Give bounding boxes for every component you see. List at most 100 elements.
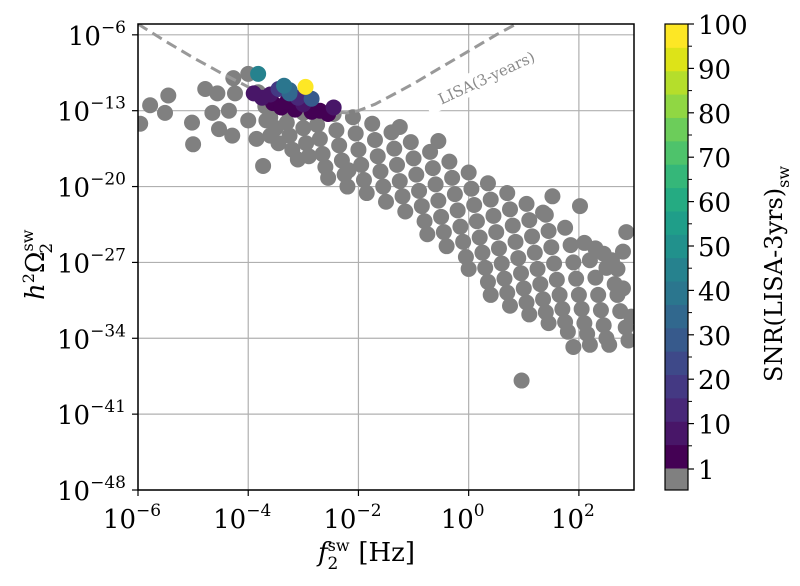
scatter-point-gray	[311, 130, 328, 147]
scatter-point-gray	[320, 169, 337, 186]
y-tick-base: 10	[57, 477, 90, 507]
colorbar-ticks: 1 10 20 30 40 50 60 70 80 90 100	[688, 11, 748, 486]
scatter-point-gray	[479, 175, 496, 192]
scatter-point-gray	[490, 240, 507, 257]
x-axis-ticks: 10−6 10−4 10−2 100 102	[103, 490, 595, 535]
scatter-point-gray	[618, 224, 634, 241]
scatter-point-gray	[460, 260, 477, 277]
scatter-point-gray	[474, 244, 491, 261]
scatter-point-gray	[184, 114, 201, 131]
colorbar-tick-label: 70	[698, 144, 731, 174]
y-tick-exp: −27	[90, 245, 126, 265]
scatter-point-gray	[411, 182, 428, 199]
scatter-point-gray	[386, 140, 403, 157]
scatter-point-gray	[535, 291, 552, 308]
colorbar-band	[665, 421, 688, 446]
colorbar-band	[665, 164, 688, 189]
scatter-point-gray	[592, 302, 609, 319]
scatter-point-gray	[482, 286, 499, 303]
scatter-point-snr	[276, 77, 293, 94]
scatter-point-gray	[211, 121, 228, 138]
colorbar-frame	[664, 23, 689, 491]
colorbar-tick-label: 20	[698, 366, 731, 396]
y-tick-label: 10−27	[57, 245, 126, 279]
scatter-point-gray	[568, 270, 585, 287]
x-tick-base: 10	[103, 505, 136, 535]
x-tick-base: 10	[551, 505, 584, 535]
scatter-point-gray	[499, 185, 516, 202]
scatter-point-gray	[372, 163, 389, 180]
scatter-point-gray	[614, 243, 631, 260]
scatter-point-gray	[430, 192, 447, 209]
scatter-point-gray	[471, 229, 488, 246]
scatter-point-gray	[535, 204, 552, 221]
scatter-point-gray	[554, 301, 571, 318]
scatter-point-gray	[281, 127, 298, 144]
colorbar	[665, 24, 688, 490]
colorbar-band	[665, 374, 688, 399]
scatter-point-gray	[595, 317, 612, 334]
scatter-point-gray	[623, 308, 634, 325]
scatter-point-snr	[303, 90, 320, 107]
scatter-point-gray	[562, 237, 579, 254]
scatter-point-gray	[350, 141, 367, 158]
x-tick-base: 10	[213, 505, 246, 535]
colorbar-band	[665, 140, 688, 165]
colorbar-tick-label: 90	[698, 55, 731, 85]
lisa-label: LISA(3-years)	[435, 48, 537, 108]
scatter-point-gray	[590, 286, 607, 303]
scatter-point-gray	[422, 143, 439, 160]
y-axis-label: h2Ωsw2	[18, 229, 57, 300]
colorbar-tick-label: 80	[698, 100, 731, 130]
colorbar-band	[665, 444, 688, 469]
scatter-point-gray	[581, 252, 598, 269]
colorbar-tick-label: 100	[698, 11, 748, 41]
scatter-point-gray	[485, 207, 502, 224]
y-tick-exp: −41	[90, 397, 126, 417]
scatter-point-gray	[587, 240, 604, 257]
scatter-point-gray	[416, 213, 433, 230]
scatter-point-gray	[466, 196, 483, 213]
scatter-point-snr	[325, 99, 342, 116]
plot-frame	[137, 23, 635, 491]
scatter-point-gray	[463, 180, 480, 197]
colorbar-tick-label: 40	[698, 277, 731, 307]
scatter-point-gray	[391, 173, 408, 190]
scatter-point-gray	[419, 226, 436, 243]
scatter-point-gray	[433, 208, 450, 225]
scatter-point-gray	[499, 284, 516, 301]
scatter-point-gray	[340, 162, 357, 179]
scatter-point-gray	[570, 286, 587, 303]
scatter-point-gray	[532, 276, 549, 293]
scatter-point-gray	[413, 198, 430, 215]
y-axis-label-omega: Ω	[21, 252, 51, 274]
scatter-point-gray	[204, 104, 221, 121]
y-tick-label: 10−13	[57, 94, 126, 128]
scatter-point-gray	[518, 294, 535, 311]
scatter-point-gray	[482, 191, 499, 208]
colorbar-band	[665, 24, 688, 48]
colorbar-band	[665, 234, 688, 259]
x-tick-exp: 0	[474, 501, 485, 521]
x-axis-label-sub: 2	[328, 554, 339, 574]
scatter-point-gray	[598, 259, 615, 276]
x-tick-label: 102	[551, 501, 595, 535]
colorbar-band	[665, 117, 688, 142]
scatter-point-gray	[355, 172, 372, 189]
y-tick-base: 10	[57, 401, 90, 431]
x-tick-base: 10	[323, 505, 356, 535]
scatter-point-gray	[540, 222, 557, 239]
scatter-point-gray	[369, 148, 386, 165]
scatter-point-snr	[250, 65, 267, 82]
y-tick-base: 10	[68, 22, 101, 52]
scatter-point-gray	[405, 150, 422, 167]
x-axis-label: fsw 2 [Hz]	[316, 536, 415, 574]
x-axis-label-unit: [Hz]	[358, 538, 415, 568]
scatter-point-gray	[507, 233, 524, 250]
scatter-point-gray	[438, 238, 455, 255]
colorbar-band	[665, 70, 688, 95]
scatter-point-gray	[255, 157, 272, 174]
colorbar-label-main: SNR(LISA-3yrs)	[760, 188, 788, 382]
y-tick-label: 10−34	[57, 321, 126, 355]
